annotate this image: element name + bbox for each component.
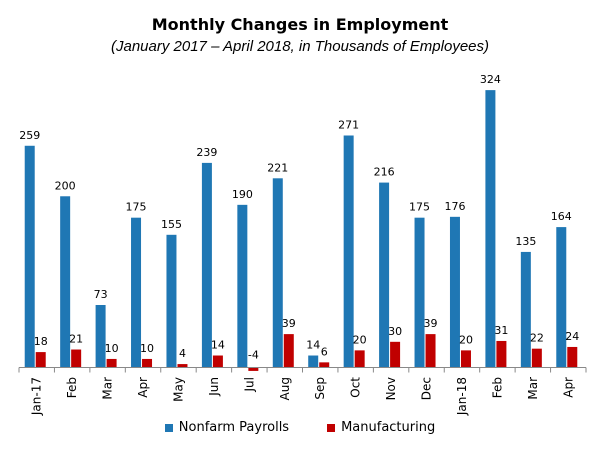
x-tick-label-11: Dec [420,377,434,400]
bar-manufacturing-2 [106,358,117,368]
bar-manufacturing-11 [425,334,436,368]
bar-nonfarm-1 [60,196,71,368]
bar-manufacturing-4 [177,364,188,368]
data-label-nonfarm-0: 259 [19,129,40,142]
x-tick-label-10: Nov [384,377,398,400]
data-label-nonfarm-15: 164 [551,210,572,223]
chart-legend: Nonfarm Payrolls Manufacturing [0,420,600,435]
x-tick-label-1: Feb [65,377,79,398]
data-label-manufacturing-0: 18 [34,335,48,348]
x-tick-label-8: Sep [313,377,327,400]
bar-nonfarm-4 [166,234,177,368]
data-label-nonfarm-5: 239 [196,146,217,159]
legend-entry-nonfarm: Nonfarm Payrolls [164,420,290,435]
data-label-nonfarm-8: 14 [306,339,320,352]
legend-label-manufacturing: Manufacturing [341,420,436,435]
bar-nonfarm-9 [343,135,354,368]
data-label-manufacturing-7: 39 [282,317,296,330]
x-tick-label-2: Mar [101,377,115,400]
bar-nonfarm-8 [308,355,319,368]
legend-swatch-nonfarm [164,423,173,432]
bar-manufacturing-1 [71,349,82,368]
data-label-manufacturing-3: 10 [140,342,154,355]
data-label-manufacturing-5: 14 [211,339,225,352]
bar-manufacturing-10 [390,341,401,368]
bar-nonfarm-15 [556,227,567,368]
data-label-nonfarm-14: 135 [515,235,536,248]
data-label-manufacturing-10: 30 [388,325,402,338]
bar-manufacturing-3 [142,358,153,368]
x-tick-label-7: Aug [278,377,292,400]
bar-manufacturing-0 [35,352,46,368]
data-label-manufacturing-4: 4 [179,347,186,360]
data-label-manufacturing-2: 10 [105,342,119,355]
data-label-nonfarm-4: 155 [161,218,182,231]
data-label-nonfarm-7: 221 [267,161,288,174]
bar-manufacturing-6 [248,367,259,371]
bar-nonfarm-10 [379,182,390,368]
data-label-nonfarm-1: 200 [55,179,76,192]
bar-manufacturing-13 [496,340,507,368]
x-tick-label-9: Oct [349,377,363,398]
x-tick-label-4: May [171,377,185,402]
bar-nonfarm-3 [131,217,142,368]
data-label-manufacturing-12: 20 [459,333,473,346]
bar-manufacturing-15 [567,346,578,368]
data-label-nonfarm-2: 73 [94,288,108,301]
x-tick-label-3: Apr [136,377,150,398]
bar-nonfarm-11 [414,217,425,368]
data-label-nonfarm-12: 176 [444,200,465,213]
data-label-nonfarm-6: 190 [232,188,253,201]
data-label-manufacturing-15: 24 [565,330,579,343]
bar-nonfarm-2 [95,305,106,368]
bar-nonfarm-14 [520,251,531,368]
data-label-nonfarm-13: 324 [480,73,501,86]
legend-entry-manufacturing: Manufacturing [327,420,435,435]
bar-nonfarm-12 [449,216,460,368]
chart-subtitle: (January 2017 – April 2018, in Thousands… [111,38,489,55]
x-tick-label-0: Jan-17 [30,377,44,416]
x-tick-label-13: Feb [490,377,504,398]
legend-swatch-manufacturing [327,423,336,432]
data-label-nonfarm-10: 216 [374,166,395,179]
data-label-manufacturing-14: 22 [530,332,544,345]
data-label-nonfarm-11: 175 [409,201,430,214]
chart-title: Monthly Changes in Employment [151,15,449,34]
data-label-manufacturing-1: 21 [69,333,83,346]
bar-nonfarm-0 [24,145,35,368]
data-label-manufacturing-13: 31 [494,324,508,337]
data-label-manufacturing-11: 39 [424,317,438,330]
bar-nonfarm-6 [237,204,248,368]
bar-nonfarm-5 [201,162,212,368]
bar-manufacturing-5 [212,355,223,368]
bar-manufacturing-8 [319,362,330,368]
bar-nonfarm-7 [272,178,283,368]
bar-manufacturing-9 [354,350,365,368]
data-label-manufacturing-8: 6 [321,345,328,358]
bar-manufacturing-14 [531,348,542,368]
bar-manufacturing-7 [283,334,294,368]
data-label-nonfarm-3: 175 [126,201,147,214]
data-label-nonfarm-9: 271 [338,118,359,131]
bar-nonfarm-13 [485,90,496,368]
data-label-manufacturing-6: -4 [248,349,259,362]
legend-label-nonfarm: Nonfarm Payrolls [178,420,290,435]
x-tick-label-14: Mar [526,377,540,400]
x-tick-label-15: Apr [561,377,575,398]
bar-manufacturing-12 [460,350,471,368]
data-label-manufacturing-9: 20 [353,333,367,346]
x-tick-label-5: Jun [207,377,221,397]
x-tick-label-6: Jul [242,377,256,392]
x-tick-label-12: Jan-18 [455,377,469,416]
